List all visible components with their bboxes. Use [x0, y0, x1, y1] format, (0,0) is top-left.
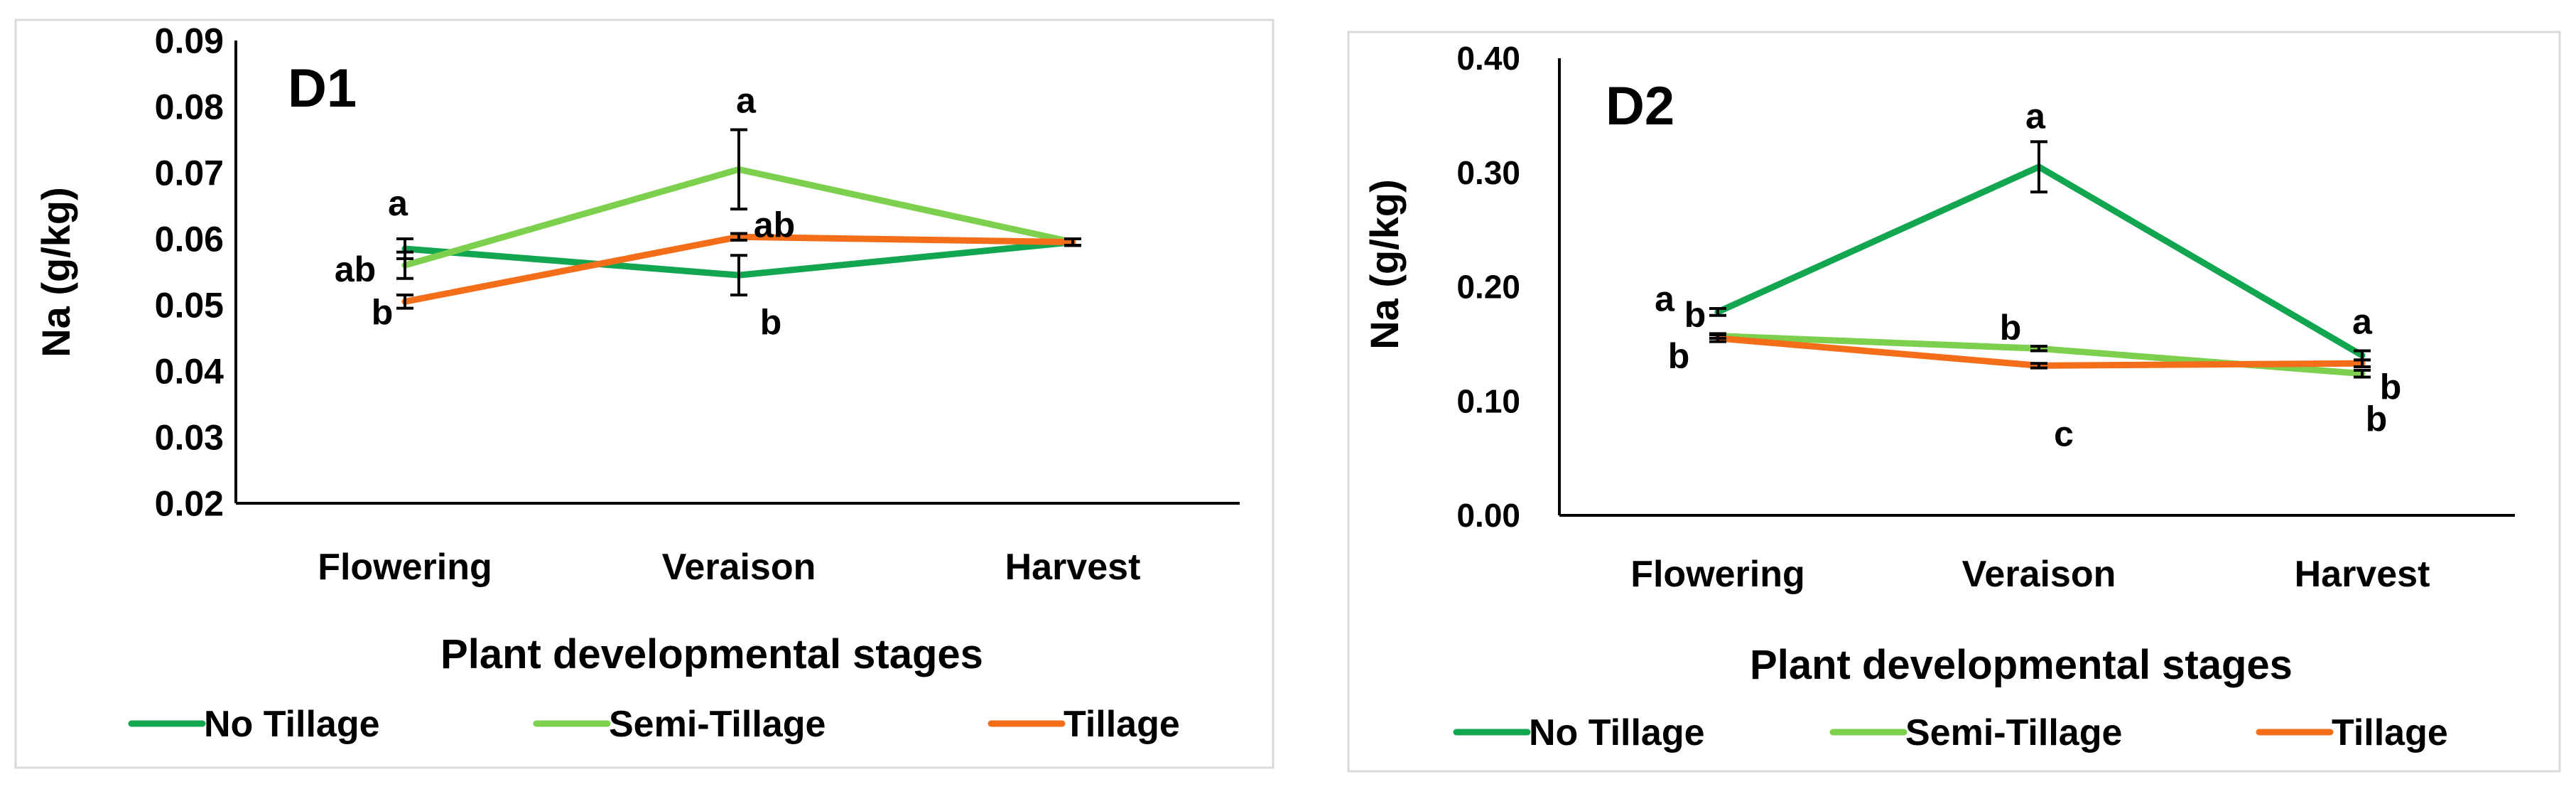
legend: No Tillage Semi-Tillage Tillage: [128, 704, 1180, 745]
significance-letter: b: [372, 292, 394, 332]
legend-item: Semi-Tillage: [1829, 712, 2122, 753]
error-bar-layer: [1709, 140, 2371, 379]
error-bar: [2030, 345, 2047, 353]
significance-letter: a: [736, 81, 757, 121]
significance-letter: b: [1684, 295, 1706, 335]
y-axis-label: Na (g/kg): [33, 187, 78, 358]
y-tick-label: 0.00: [1456, 497, 1520, 534]
x-tick-label: Flowering: [1630, 554, 1805, 595]
y-tick-label: 0.10: [1456, 382, 1520, 419]
significance-letter: a: [1655, 279, 1675, 319]
y-tick-label: 0.05: [155, 286, 224, 326]
significance-letter: ab: [335, 249, 376, 289]
legend-label: Semi-Tillage: [1905, 712, 2122, 753]
error-bar: [396, 294, 413, 310]
panel-border: [14, 18, 1275, 769]
significance-letter: a: [388, 183, 408, 223]
error-bar: [730, 254, 747, 297]
x-tick-labels: Flowering Veraison Harvest: [318, 547, 1140, 588]
y-tick-labels: 0.02 0.03 0.04 0.05 0.06 0.07 0.08 0.09: [155, 21, 224, 524]
x-axis-label: Plant developmental stages: [440, 631, 983, 677]
error-bar: [2354, 358, 2371, 369]
error-bar: [2030, 362, 2047, 370]
y-axis-label: Na (g/kg): [1362, 179, 1407, 350]
error-bar: [730, 128, 747, 211]
x-tick-label: Veraison: [1962, 554, 2116, 595]
x-tick-labels: Flowering Veraison Harvest: [1630, 554, 2430, 595]
legend-label: Semi-Tillage: [609, 704, 826, 745]
y-tick-label: 0.04: [155, 352, 224, 392]
legend-label: Tillage: [2332, 712, 2448, 753]
error-bar-layer: [396, 128, 1081, 310]
legend-item: Tillage: [987, 704, 1180, 745]
significance-letter: b: [2380, 367, 2402, 407]
legend-item: Semi-Tillage: [533, 704, 826, 745]
legend-item: No Tillage: [1453, 712, 1705, 753]
error-bar: [1064, 237, 1081, 247]
legend: No Tillage Semi-Tillage Tillage: [1453, 712, 2448, 753]
panel-label: D2: [1606, 76, 1674, 136]
legend-item: Tillage: [2256, 712, 2448, 753]
y-tick-label: 0.03: [155, 418, 224, 458]
y-tick-label: 0.40: [1456, 40, 1520, 77]
x-tick-label: Harvest: [2295, 554, 2430, 595]
y-tick-label: 0.30: [1456, 154, 1520, 191]
x-axis-label: Plant developmental stages: [1750, 642, 2293, 688]
panel-border: [1347, 31, 2561, 773]
y-tick-label: 0.09: [155, 21, 224, 61]
legend-label: No Tillage: [1529, 712, 1705, 753]
chart-panel-d2: D2 Na (g/kg) Plant developmental stages …: [1347, 31, 2561, 773]
y-tick-label: 0.20: [1456, 269, 1520, 306]
x-tick-label: Flowering: [318, 547, 492, 588]
error-bar: [396, 250, 413, 280]
significance-letter: ab: [754, 205, 795, 245]
y-tick-label: 0.07: [155, 154, 224, 193]
error-bar: [2354, 368, 2371, 379]
significance-letter: b: [1668, 336, 1690, 376]
y-tick-label: 0.06: [155, 220, 224, 259]
y-tick-label: 0.08: [155, 87, 224, 127]
error-bar: [1709, 333, 1726, 343]
x-tick-label: Veraison: [662, 547, 816, 588]
y-tick-label: 0.02: [155, 484, 224, 524]
significance-letter: c: [2054, 414, 2074, 453]
chart-panel-d1: D1 Na (g/kg) Plant developmental stages …: [14, 18, 1275, 769]
legend-label: No Tillage: [204, 704, 380, 745]
significance-letter: b: [2000, 308, 2022, 348]
x-tick-label: Harvest: [1005, 547, 1141, 588]
significance-letter: a: [2352, 302, 2373, 342]
significance-letter: b: [2366, 399, 2388, 439]
panel-label: D1: [288, 58, 357, 119]
legend-item: No Tillage: [128, 704, 380, 745]
error-bar: [1709, 307, 1726, 317]
legend-label: Tillage: [1064, 704, 1180, 745]
error-bar: [2030, 140, 2047, 194]
significance-letter: a: [2025, 96, 2046, 136]
error-bar: [730, 232, 747, 242]
y-tick-labels: 0.00 0.10 0.20 0.30 0.40: [1456, 40, 1520, 534]
significance-letter: b: [760, 302, 782, 342]
